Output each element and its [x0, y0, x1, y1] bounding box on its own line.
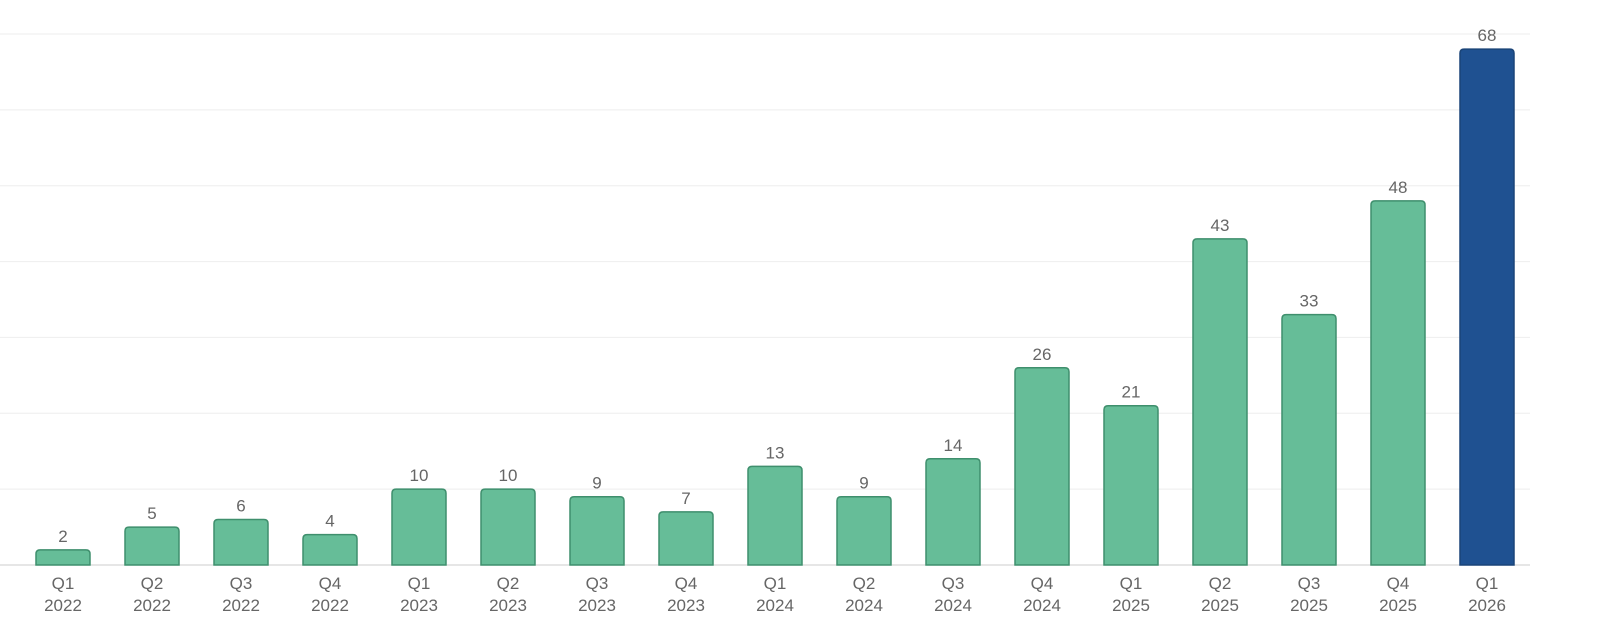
bar: [836, 495, 892, 566]
value-label: 14: [944, 436, 963, 455]
x-tick-label: 2024: [845, 596, 883, 615]
x-tick-label: Q2: [141, 574, 164, 593]
value-label: 68: [1478, 26, 1497, 45]
x-tick-label: 2022: [44, 596, 82, 615]
x-tick-label: Q4: [319, 574, 342, 593]
x-tick-label: Q3: [230, 574, 253, 593]
value-label: 2: [58, 527, 67, 546]
x-tick-label: 2024: [934, 596, 972, 615]
x-tick-label: 2025: [1290, 596, 1328, 615]
value-label: 9: [592, 474, 601, 493]
bar: [480, 488, 536, 566]
x-tick-label: 2023: [667, 596, 705, 615]
x-tick-label: Q1: [764, 574, 787, 593]
x-tick-label: 2023: [400, 596, 438, 615]
x-tick-label: Q1: [1120, 574, 1143, 593]
x-tick-label: Q3: [942, 574, 965, 593]
bar: [925, 458, 981, 566]
x-tick-label: 2025: [1112, 596, 1150, 615]
value-label: 21: [1122, 383, 1141, 402]
x-tick-label: 2024: [756, 596, 794, 615]
bar: [747, 465, 803, 566]
value-label: 48: [1389, 178, 1408, 197]
bar: [124, 526, 180, 566]
x-tick-label: Q1: [52, 574, 75, 593]
value-label: 9: [859, 474, 868, 493]
x-tick-label: 2022: [222, 596, 260, 615]
bar: [569, 495, 625, 566]
x-tick-label: 2024: [1023, 596, 1061, 615]
value-label: 10: [410, 466, 429, 485]
x-tick-label: 2025: [1201, 596, 1239, 615]
x-tick-label: Q3: [586, 574, 609, 593]
x-tick-label: Q4: [675, 574, 698, 593]
value-label: 13: [766, 443, 785, 462]
bar: [302, 533, 358, 566]
bar: [1370, 200, 1426, 566]
x-tick-label: Q3: [1298, 574, 1321, 593]
x-tick-label: Q4: [1031, 574, 1054, 593]
bar: [1281, 313, 1337, 566]
x-tick-label: 2022: [133, 596, 171, 615]
bar: [1459, 48, 1515, 566]
value-label: 33: [1300, 292, 1319, 311]
bar: [213, 518, 269, 566]
x-tick-label: Q2: [497, 574, 520, 593]
value-label: 43: [1211, 216, 1230, 235]
x-tick-label: Q1: [1476, 574, 1499, 593]
x-tick-label: 2025: [1379, 596, 1417, 615]
value-label: 5: [147, 504, 156, 523]
x-tick-label: Q4: [1387, 574, 1410, 593]
x-tick-label: Q2: [1209, 574, 1232, 593]
x-tick-label: 2023: [489, 596, 527, 615]
bar: [1103, 404, 1159, 566]
x-tick-label: Q1: [408, 574, 431, 593]
bar: [391, 488, 447, 566]
bar: [35, 549, 91, 566]
x-tick-label: 2023: [578, 596, 616, 615]
value-label: 4: [325, 512, 334, 531]
bar: [1014, 367, 1070, 566]
x-tick-label: 2022: [311, 596, 349, 615]
value-label: 6: [236, 496, 245, 515]
x-tick-label: Q2: [853, 574, 876, 593]
value-label: 7: [681, 489, 690, 508]
bar: [1192, 238, 1248, 566]
value-label: 26: [1033, 345, 1052, 364]
value-label: 10: [499, 466, 518, 485]
bar: [658, 511, 714, 566]
x-tick-label: 2026: [1468, 596, 1506, 615]
